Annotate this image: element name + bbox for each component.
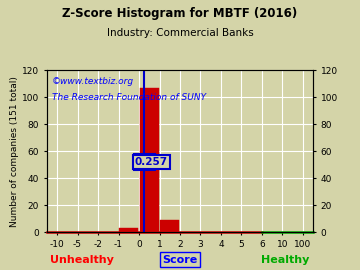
Text: Healthy: Healthy	[261, 255, 310, 265]
Text: ©www.textbiz.org: ©www.textbiz.org	[52, 77, 134, 86]
Bar	[140, 88, 159, 232]
Text: Unhealthy: Unhealthy	[50, 255, 114, 265]
Bar	[120, 228, 138, 232]
Text: Industry: Commercial Banks: Industry: Commercial Banks	[107, 28, 253, 38]
Y-axis label: Number of companies (151 total): Number of companies (151 total)	[10, 76, 19, 227]
Text: Score: Score	[162, 255, 198, 265]
Bar	[160, 220, 179, 232]
Text: 0.257: 0.257	[135, 157, 168, 167]
Text: The Research Foundation of SUNY: The Research Foundation of SUNY	[52, 93, 206, 102]
Text: Z-Score Histogram for MBTF (2016): Z-Score Histogram for MBTF (2016)	[62, 7, 298, 20]
